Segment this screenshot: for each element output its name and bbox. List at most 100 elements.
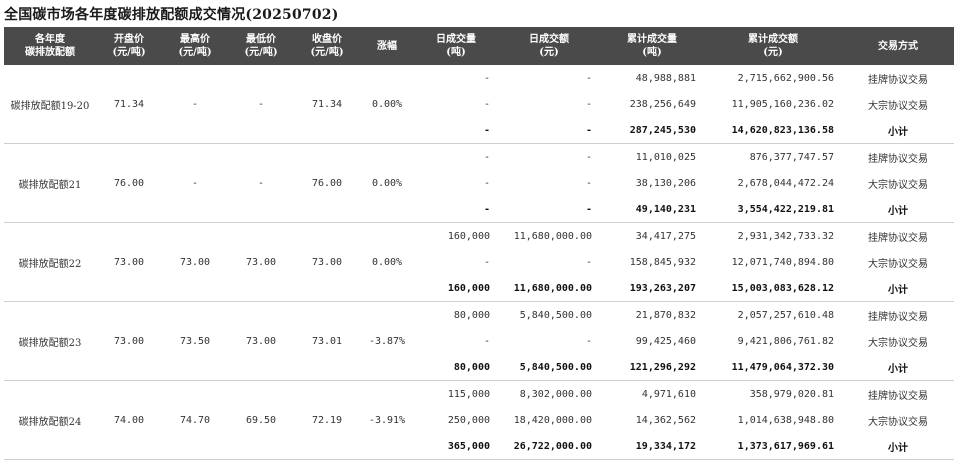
table-row: - -287,245,530 14,620,823,136.58 小计 [4,117,954,144]
carbon-quota-table: 各年度 碳排放配额 开盘价 (元/吨) 最高价 (元/吨) 最低价 (元/吨) 收盘价 (元/吨)… [4,27,954,460]
col-close-header: 收盘价 (元/吨) [294,27,360,65]
cell-quota-name: 碳排放配额24 [4,380,96,460]
cell-trade-mode: 小计 [842,117,954,144]
table-row: - - 238,256,649 11,905,160,236.02 大宗协议交易 [4,91,954,117]
cell-cum-volume: 4,971,610 [641,388,696,400]
col-high-header: 最高价 (元/吨) [162,27,228,65]
col-cum-volume-header: 累计成交量 (吨) [600,27,704,65]
cell-open: 76.00 [96,143,162,223]
table-row: - - 38,130,206 2,678,044,472.24 大宗协议交易 [4,170,954,196]
cell-cum-amount: 1,373,617,969.61 [704,433,842,460]
cell-daily-amount: - [585,72,592,84]
cell-trade-mode: 大宗协议交易 [868,416,928,428]
cell-cum-volume: 21,870,832 [635,309,696,321]
header-label: 开盘价 [114,34,144,45]
table-row: 碳排放配额19-20 71.34- -71.34 0.00% - -48,988,881 2… [4,65,954,144]
header-label: 日成交量 [436,34,476,45]
table-row: 碳排放配额24 74.00 74.70 69.50 72.19 -3.91% 115,000… [4,380,954,460]
cell-cum-amount: 14,620,823,136.58 [704,117,842,144]
cell-daily-volume: - [483,72,490,84]
col-low-header: 最低价 (元/吨) [228,27,294,65]
cell-low: - [228,143,294,223]
cell-cum-volume: 19,334,172 [600,433,704,460]
cell-daily-volume: 80,000 [453,309,490,321]
page-title: 全国碳市场各年度碳排放配额成交情况(20250702) [4,7,339,23]
header-label: 最低价 [246,34,276,45]
cell-cum-amount: 1,014,638,948.80 [737,414,834,426]
cell-trade-mode: 小计 [842,196,954,223]
cell-quota-name: 碳排放配额22 [4,222,96,302]
header-label: 收盘价 [312,34,342,45]
table-row: 碳排放配额21 76.00- -76.00 0.00% - -11,010,025 876,… [4,143,954,223]
table-row: - - 158,845,932 12,071,740,894.80 大宗协议交易 [4,249,954,275]
cell-cum-volume: 193,263,207 [600,275,704,302]
cell-trade-mode: 挂牌协议交易 [868,153,928,165]
cell-cum-amount: 2,715,662,900.56 [737,72,834,84]
cell-daily-volume: - [483,335,490,347]
cell-daily-amount: - [498,117,600,144]
cell-cum-volume: 48,988,881 [635,72,696,84]
cell-trade-mode: 大宗协议交易 [868,337,928,349]
cell-daily-amount: 5,840,500.00 [519,309,592,321]
header-unit: (元) [539,47,559,58]
cell-cum-volume: 287,245,530 [600,117,704,144]
cell-close: 72.19 [294,380,360,460]
cell-cum-volume: 238,256,649 [629,98,696,110]
header-unit: (元) [763,47,783,58]
table-row: 250,000 18,420,000.00 14,362,562 1,014,638,… [4,407,954,433]
cell-trade-mode: 大宗协议交易 [868,258,928,270]
cell-daily-amount: - [498,196,600,223]
table-row: 80,000 5,840,500.00 121,296,292 11,479,064,… [4,354,954,381]
cell-trade-mode: 挂牌协议交易 [868,232,928,244]
table-row: - - 99,425,460 9,421,806,761.82 大宗协议交易 [4,328,954,354]
table-row: 碳排放配额23 73.00 73.50 73.00 73.01 -3.87% 80,000 5… [4,301,954,381]
cell-change: -3.87% [360,301,414,381]
cell-high: - [162,65,228,144]
cell-cum-amount: 876,377,747.57 [749,151,834,163]
cell-cum-volume: 14,362,562 [635,414,696,426]
cell-trade-mode: 挂牌协议交易 [868,390,928,402]
header-unit: (吨) [446,47,466,58]
table-row: 碳排放配额22 73.00 73.00 73.00 73.00 0.00% 160,000 1… [4,222,954,302]
cell-cum-amount: 2,057,257,610.48 [737,309,834,321]
cell-open: 73.00 [96,222,162,302]
cell-change: 0.00% [360,222,414,302]
cell-daily-volume: 160,000 [447,230,490,242]
cell-close: 76.00 [294,143,360,223]
table-row: - -49,140,231 3,554,422,219.81 小计 [4,196,954,223]
cell-high: 73.50 [162,301,228,381]
cell-cum-amount: 3,554,422,219.81 [704,196,842,223]
header-unit: (元/吨) [178,47,212,58]
cell-cum-volume: 49,140,231 [600,196,704,223]
cell-low: - [228,65,294,144]
header-unit: (元/吨) [112,47,146,58]
cell-daily-amount: 8,302,000.00 [519,388,592,400]
header-unit: (吨) [642,47,662,58]
col-cum-amount-header: 累计成交额 (元) [704,27,842,65]
cell-change: 0.00% [360,65,414,144]
header-label: 涨幅 [377,40,397,52]
cell-cum-amount: 11,905,160,236.02 [731,98,834,110]
cell-daily-amount: 11,680,000.00 [498,275,600,302]
cell-cum-volume: 38,130,206 [635,177,696,189]
cell-cum-volume: 11,010,025 [635,151,696,163]
cell-high: 73.00 [162,222,228,302]
cell-daily-volume: 115,000 [447,388,490,400]
cell-trade-mode: 小计 [842,354,954,381]
header-label: 各年度 [35,34,65,45]
cell-high: - [162,143,228,223]
table-row: 160,000 11,680,000.00 193,263,207 15,003,08… [4,275,954,302]
header-unit: (元/吨) [310,47,344,58]
cell-open: 74.00 [96,380,162,460]
header-label: 日成交额 [529,34,569,45]
cell-daily-volume: - [414,196,498,223]
cell-daily-volume: - [483,256,490,268]
cell-cum-amount: 9,421,806,761.82 [737,335,834,347]
cell-daily-volume: - [483,177,490,189]
header-unit: 碳排放配额 [25,47,75,58]
cell-daily-amount: 5,840,500.00 [498,354,600,381]
cell-trade-mode: 小计 [842,275,954,302]
cell-trade-mode: 小计 [842,433,954,460]
cell-daily-volume: - [414,117,498,144]
cell-cum-amount: 2,678,044,472.24 [737,177,834,189]
